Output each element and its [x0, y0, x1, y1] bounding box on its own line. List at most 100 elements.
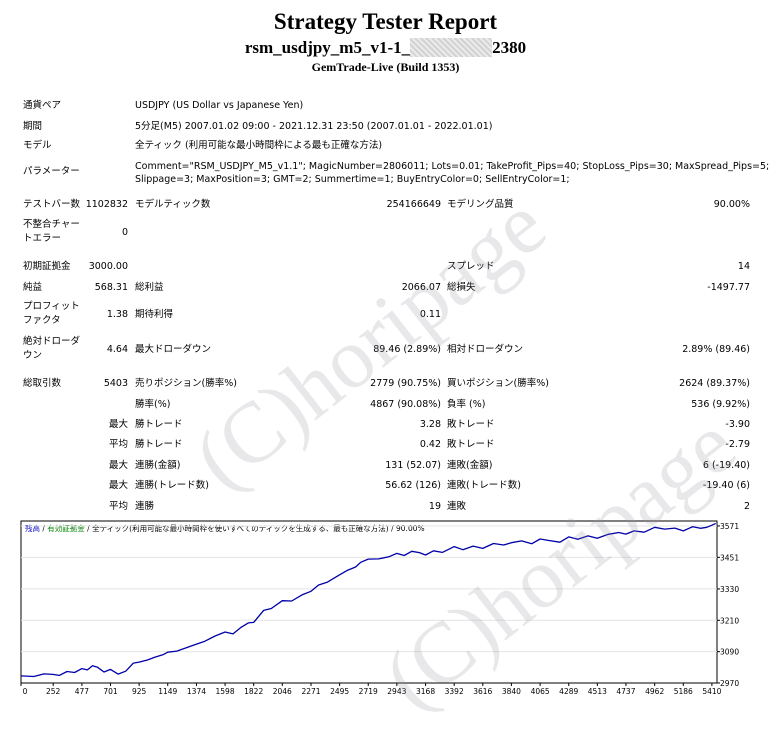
gross-profit-value: 2066.07 [401, 282, 441, 293]
abs-dd-value: 4.64 [106, 344, 128, 355]
pf-label-1: プロフィット [23, 301, 80, 312]
x-tick-label: 2046 [273, 687, 292, 696]
avg-wins-label: 連勝 [135, 501, 155, 512]
balance-chart: 残高 / 有効証拠金 / 全ティック(利用可能な最小時間枠を使いすべてのティック… [20, 520, 739, 696]
chart-grid [21, 525, 717, 653]
x-tick-label: 4065 [531, 687, 550, 696]
avg-losses-value: 2 [743, 501, 750, 512]
x-tick-label: 1822 [244, 687, 263, 696]
consec-wins-amt-value: 131 (52.07) [385, 460, 441, 471]
gross-loss-value: -1497.77 [707, 282, 750, 293]
deposit-value: 3000.00 [88, 261, 128, 272]
legend-sep-2: / [85, 524, 92, 533]
largest-win-value: 3.28 [419, 419, 441, 430]
redaction-mask [410, 38, 493, 57]
x-axis-ticks: 0 252 477 701 925 1149 1374 1598 1822 2046 2271 249… [20, 683, 722, 696]
consec-loss-amt-value: 6 (-19.40) [702, 460, 750, 471]
max-dd-label: 最大ドローダウン [135, 344, 212, 355]
abs-dd-label-1: 絶対ドローダ [23, 336, 81, 347]
loss-pct-value: 536 (9.92%) [691, 399, 750, 410]
legend-sep-3: / [389, 524, 396, 533]
model-label: モデル [23, 140, 52, 151]
ticks-label: モデルティック数 [135, 199, 211, 210]
short-value: 2779 (90.75%) [370, 378, 441, 389]
gross-profit-label: 総利益 [135, 282, 164, 293]
x-tick-label: 5410 [702, 687, 721, 696]
rel-dd-value: 2.89% (89.46) [682, 344, 750, 355]
consec-wins-amt-label: 連勝(金額) [135, 460, 181, 471]
x-tick-label: 252 [46, 687, 61, 696]
consec-loss-trades-value: -19.40 (6) [702, 480, 750, 491]
avg-win-value: 0.42 [419, 439, 441, 450]
consec-loss-amt-label: 連敗(金額) [447, 460, 493, 471]
legend-sep-1: / [40, 524, 47, 533]
x-tick-label: 2271 [301, 687, 320, 696]
pf-label-2: ファクタ [23, 315, 61, 326]
largest-loss-value: -3.90 [725, 419, 750, 430]
legend-quality: 90.00% [396, 524, 425, 533]
win-pct-label: 勝率(%) [135, 399, 171, 410]
x-tick-label: 4737 [616, 687, 635, 696]
plot-area [20, 520, 718, 684]
x-tick-label: 477 [75, 687, 90, 696]
abs-dd-label-2: ウン [23, 350, 43, 361]
pair-label: 通貨ペア [23, 100, 62, 111]
y-tick-label: 2970 [720, 679, 739, 688]
period-label: 期間 [23, 121, 43, 132]
x-tick-label: 2719 [359, 687, 378, 696]
consec-wins-trades-value: 56.62 (126) [385, 480, 441, 491]
max-label-3: 最大 [108, 480, 128, 491]
x-tick-label: 1149 [158, 687, 177, 696]
net-value: 568.31 [94, 282, 128, 293]
pf-value: 1.38 [106, 309, 128, 320]
largest-win-label: 勝トレード [135, 419, 183, 430]
mismatch-label-2: トエラー [23, 233, 62, 244]
x-tick-label: 4513 [588, 687, 607, 696]
x-tick-label: 925 [132, 687, 147, 696]
max-dd-value: 89.46 (2.89%) [373, 344, 441, 355]
rel-dd-label: 相対ドローダウン [447, 344, 524, 355]
largest-loss-label: 敗トレード [447, 419, 495, 430]
legend-balance: 残高 [25, 523, 40, 533]
mismatch-value: 0 [121, 227, 128, 238]
avg-loss-value: -2.79 [725, 439, 750, 450]
params-line-1: Comment="RSM_USDJPY_M5_v1.1"; MagicNumbe… [135, 161, 770, 172]
long-label: 買いポジション(勝率%) [447, 378, 549, 389]
gross-loss-label: 総損失 [447, 282, 476, 293]
bars-label: テストバー数 [23, 199, 81, 210]
x-tick-label: 1598 [216, 687, 235, 696]
pair-value: USDJPY (US Dollar vs Japanese Yen) [135, 100, 304, 111]
x-tick-label: 1374 [187, 687, 206, 696]
max-label-1: 最大 [108, 419, 128, 430]
consec-loss-trades-label: 連敗(トレード数) [447, 480, 521, 491]
x-tick-label: 3168 [416, 687, 435, 696]
bars-value: 1102832 [85, 199, 128, 210]
legend-equity: 有効証拠金 [47, 523, 85, 533]
legend-model: 全ティック(利用可能な最小時間枠を使いすべてのティックを生成する、最も正確な方法… [92, 523, 389, 533]
long-value: 2624 (89.37%) [679, 378, 750, 389]
watermark-upper: (C)horipage [176, 175, 563, 508]
avg-wins-value: 19 [428, 501, 441, 512]
report-title: Strategy Tester Report [273, 9, 498, 34]
avg-label-2: 平均 [108, 501, 128, 512]
subtitle-prefix: rsm_usdjpy_m5_v1-1_ [244, 38, 411, 57]
chart-series [20, 522, 716, 678]
y-axis-ticks: 3571 3451 3330 3210 3090 2970 [717, 522, 739, 688]
x-tick-label: 5186 [674, 687, 693, 696]
ticks-value: 254166649 [386, 199, 441, 210]
report-build: GemTrade-Live (Build 1353) [311, 60, 460, 74]
y-tick-label: 3090 [720, 648, 739, 657]
y-tick-label: 3330 [720, 585, 739, 594]
short-label: 売りポジション(勝率%) [135, 378, 237, 389]
avg-losses-label: 連敗 [447, 501, 467, 512]
subtitle-suffix: 2380 [492, 38, 527, 57]
trades-value: 5403 [103, 378, 128, 389]
deposit-label: 初期証拠金 [23, 261, 71, 272]
avg-win-label: 勝トレード [135, 439, 183, 450]
period-value: 5分足(M5) 2007.01.02 09:00 - 2021.12.31 23… [135, 121, 493, 132]
mismatch-label-1: 不整合チャー [23, 219, 80, 230]
balance-line [20, 522, 716, 678]
chart-legend: 残高 / 有効証拠金 / 全ティック(利用可能な最小時間枠を使いすべてのティック… [25, 523, 425, 533]
x-tick-label: 0 [23, 687, 28, 696]
x-tick-label: 701 [103, 687, 118, 696]
